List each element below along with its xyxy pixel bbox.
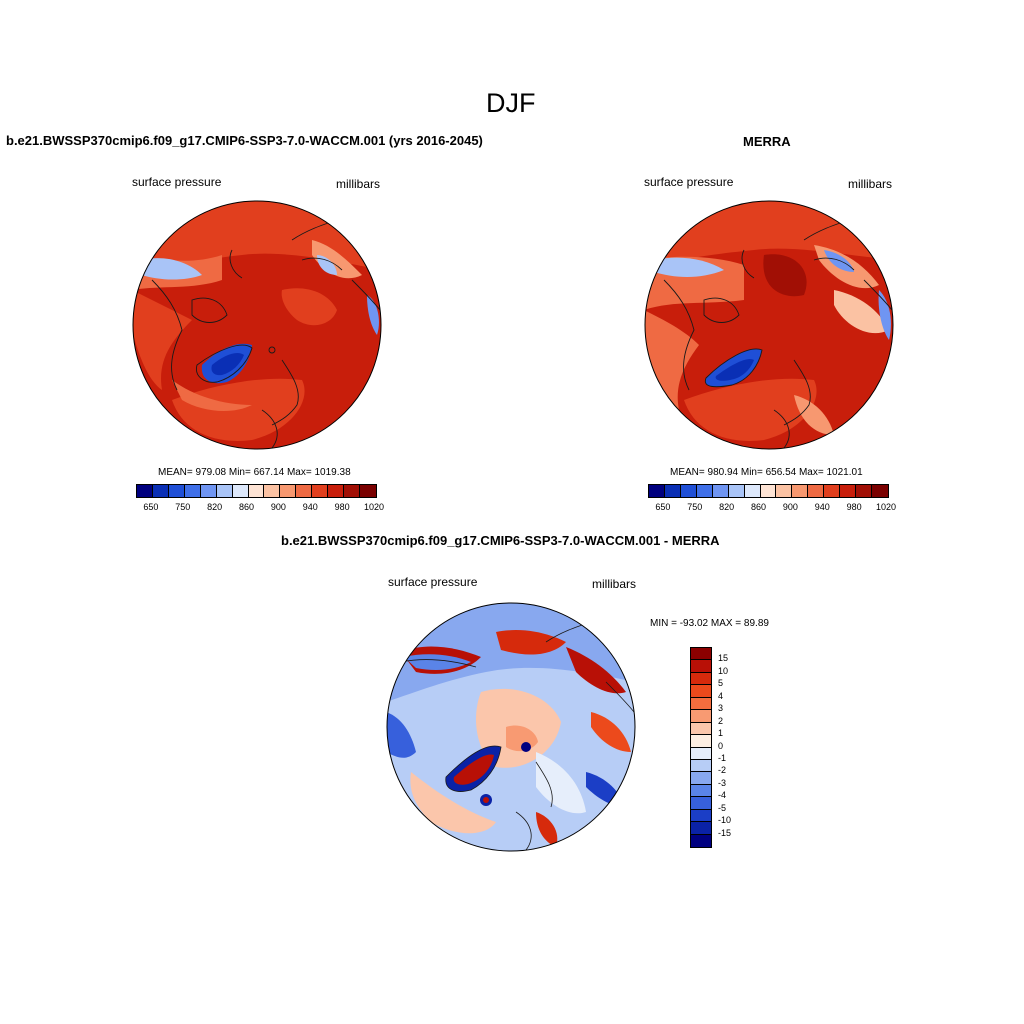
- colorbar-tick-label: 860: [751, 502, 767, 512]
- colorbar-tick-label: 750: [687, 502, 703, 512]
- colorbar-swatch: [184, 485, 201, 497]
- colorbar-tick-label: 820: [719, 502, 735, 512]
- diff-panel-title: b.e21.BWSSP370cmip6.f09_g17.CMIP6-SSP3-7…: [281, 533, 720, 548]
- colorbar-tick-label: 980: [846, 502, 862, 512]
- colorbar-swatch: [691, 784, 711, 798]
- colorbar-swatch: [296, 485, 313, 497]
- colorbar-swatch: [872, 485, 888, 497]
- colorbar-swatch: [744, 485, 761, 497]
- colorbar-swatch: [691, 648, 711, 661]
- colorbar-tick-label: -1: [718, 752, 727, 763]
- colorbar-swatch: [328, 485, 345, 497]
- colorbar-swatch: [664, 485, 681, 497]
- colorbar-swatch: [216, 485, 233, 497]
- colorbar-swatch: [649, 485, 665, 497]
- colorbar-tick-label: -10: [718, 815, 732, 826]
- colorbar-swatch: [691, 735, 711, 748]
- colorbar-swatch: [312, 485, 329, 497]
- colorbar-tick-label: 0: [718, 740, 724, 751]
- colorbar-tick-label: -4: [718, 790, 727, 801]
- colorbar-swatch: [264, 485, 281, 497]
- colorbar-swatch: [691, 772, 711, 785]
- model-stats: MEAN= 979.08 Min= 667.14 Max= 1019.38: [158, 467, 351, 478]
- colorbar-swatch: [691, 834, 711, 847]
- colorbar-tick-label: 2: [718, 715, 724, 726]
- colorbar-swatch: [808, 485, 825, 497]
- colorbar-swatch: [856, 485, 873, 497]
- colorbar-swatch: [728, 485, 745, 497]
- colorbar-swatch: [691, 685, 711, 698]
- figure-title: DJF: [486, 88, 536, 118]
- colorbar-swatch: [232, 485, 249, 497]
- colorbar-tick-label: 1020: [363, 502, 385, 512]
- colorbar-tick-label: 10: [718, 665, 729, 676]
- colorbar-swatch: [200, 485, 217, 497]
- colorbar-tick-label: 900: [270, 502, 286, 512]
- diff-colorbar: [690, 647, 712, 848]
- colorbar-swatch: [280, 485, 297, 497]
- colorbar-tick-label: 980: [334, 502, 350, 512]
- colorbar-swatch: [168, 485, 185, 497]
- colorbar-swatch: [696, 485, 713, 497]
- colorbar-tick-label: -15: [718, 827, 732, 838]
- merra-variable-label: surface pressure: [644, 175, 734, 189]
- colorbar-tick-label: 860: [239, 502, 255, 512]
- colorbar-tick-label: 900: [782, 502, 798, 512]
- model-colorbar: [136, 484, 377, 498]
- merra-units-label: millibars: [848, 177, 893, 191]
- colorbar-swatch: [691, 797, 711, 810]
- colorbar-swatch: [691, 672, 711, 686]
- colorbar-swatch: [152, 485, 169, 497]
- colorbar-tick-label: 940: [302, 502, 318, 512]
- colorbar-swatch: [137, 485, 153, 497]
- colorbar-swatch: [712, 485, 729, 497]
- model-colorbar-ticks: 650 750 820 860 900 940 980 1020: [136, 502, 384, 514]
- diff-stats: MIN = -93.02 MAX = 89.89: [650, 618, 769, 629]
- merra-colorbar: [648, 484, 889, 498]
- colorbar-tick-label: 15: [718, 653, 729, 664]
- colorbar-swatch: [691, 809, 711, 823]
- colorbar-swatch: [691, 722, 711, 736]
- diff-colorbar-ticks: 15 10 5 4 3 2 1 0 -1 -2 -3 -4 -5 -10 -15: [718, 647, 748, 848]
- colorbar-swatch: [248, 485, 265, 497]
- colorbar-swatch: [824, 485, 841, 497]
- colorbar-tick-label: 4: [718, 690, 724, 701]
- colorbar-swatch: [776, 485, 793, 497]
- colorbar-swatch: [360, 485, 376, 497]
- colorbar-tick-label: 3: [718, 703, 724, 714]
- diff-units-label: millibars: [592, 577, 637, 591]
- colorbar-swatch: [691, 697, 711, 711]
- merra-colorbar-ticks: 650 750 820 860 900 940 980 1020: [648, 502, 896, 514]
- colorbar-tick-label: -5: [718, 802, 727, 813]
- colorbar-tick-label: 820: [207, 502, 223, 512]
- colorbar-tick-label: 750: [175, 502, 191, 512]
- model-panel-title: b.e21.BWSSP370cmip6.f09_g17.CMIP6-SSP3-7…: [6, 133, 483, 148]
- model-units-label: millibars: [336, 177, 381, 191]
- colorbar-swatch: [691, 747, 711, 760]
- merra-stats: MEAN= 980.94 Min= 656.54 Max= 1021.01: [670, 467, 863, 478]
- colorbar-swatch: [680, 485, 697, 497]
- colorbar-tick-label: 5: [718, 678, 724, 689]
- model-variable-label: surface pressure: [132, 175, 222, 189]
- colorbar-swatch: [344, 485, 361, 497]
- diff-variable-label: surface pressure: [388, 575, 478, 589]
- colorbar-tick-label: -3: [718, 777, 727, 788]
- diff-polar-map: [386, 602, 636, 852]
- colorbar-tick-label: 650: [655, 502, 671, 512]
- model-polar-map: [132, 200, 382, 450]
- colorbar-swatch: [840, 485, 857, 497]
- colorbar-tick-label: 1: [718, 728, 724, 739]
- colorbar-swatch: [691, 710, 711, 723]
- merra-panel-title: MERRA: [743, 134, 791, 149]
- colorbar-tick-label: -2: [718, 765, 727, 776]
- colorbar-tick-label: 650: [143, 502, 159, 512]
- colorbar-tick-label: 1020: [875, 502, 897, 512]
- colorbar-swatch: [792, 485, 809, 497]
- colorbar-swatch: [691, 759, 711, 773]
- merra-polar-map: [644, 200, 894, 450]
- colorbar-swatch: [691, 660, 711, 673]
- colorbar-swatch: [691, 822, 711, 835]
- colorbar-tick-label: 940: [814, 502, 830, 512]
- colorbar-swatch: [760, 485, 777, 497]
